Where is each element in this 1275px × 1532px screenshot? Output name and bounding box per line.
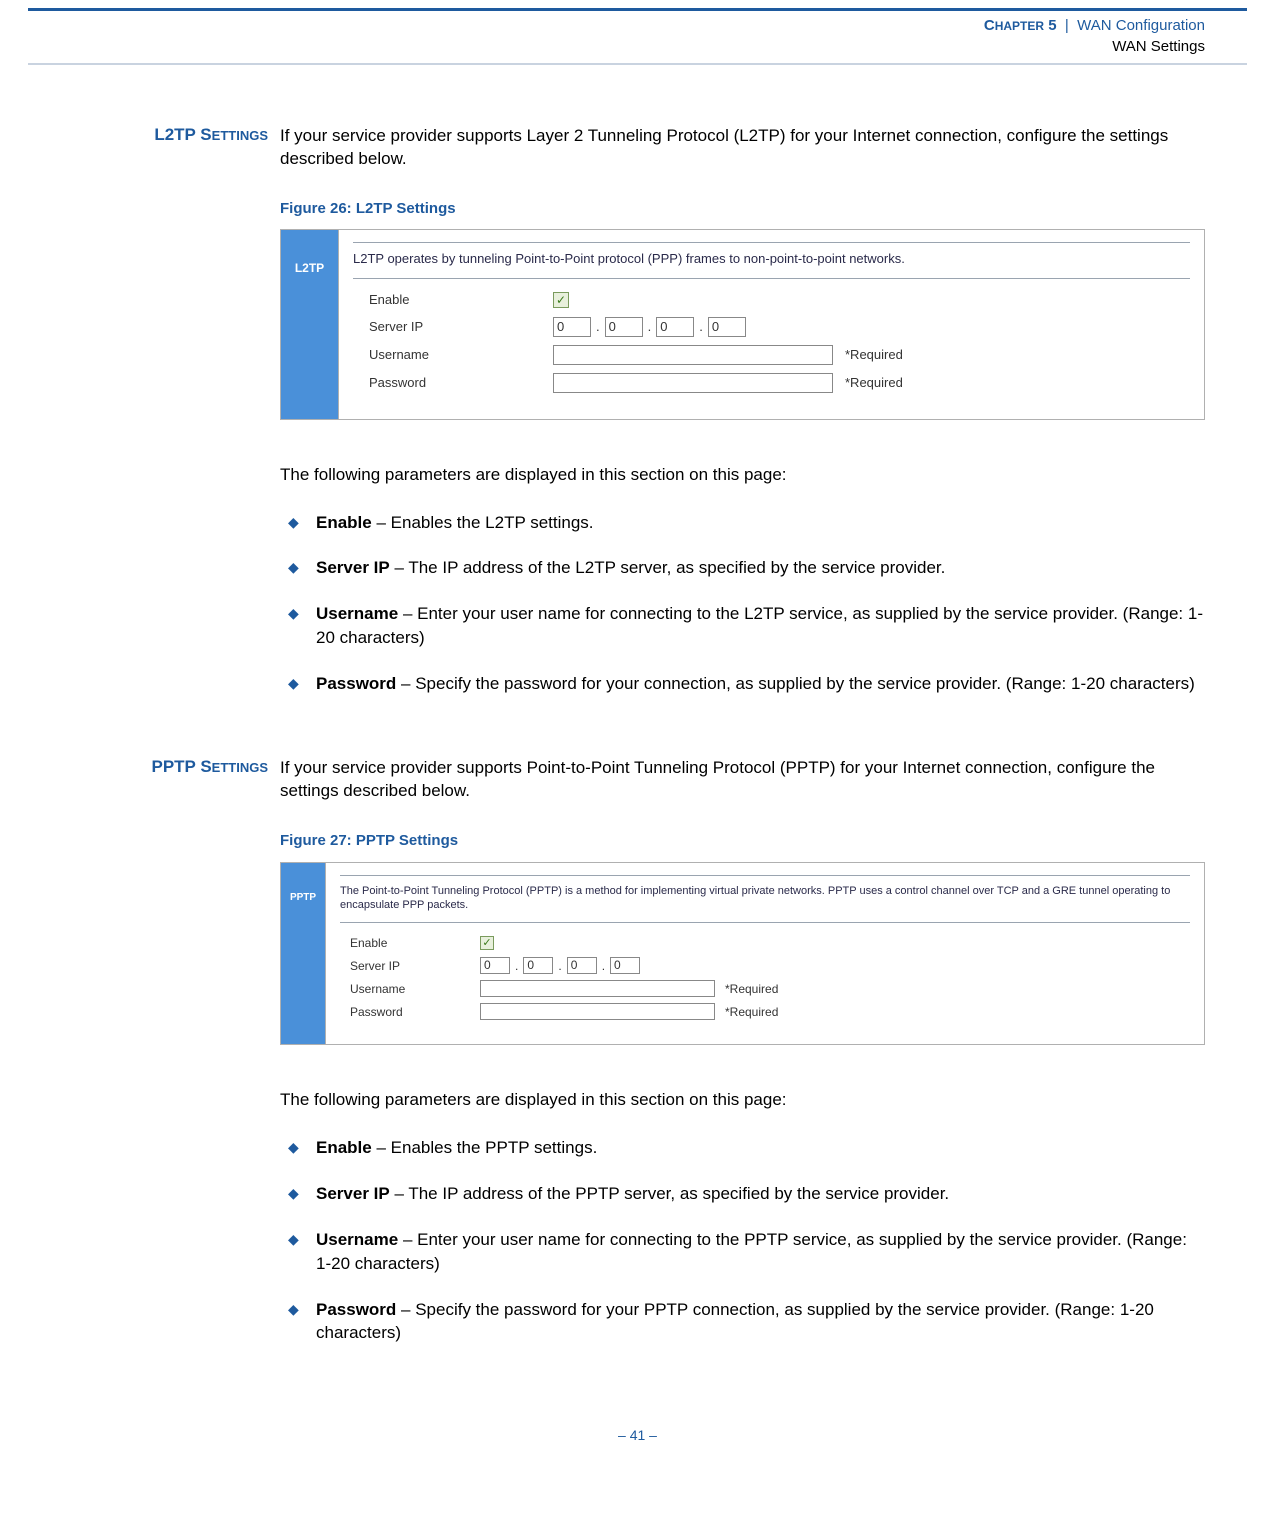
screenshot-rule-mid [353, 278, 1190, 279]
side-heading-l2tp: L2TP SETTINGS [0, 125, 280, 145]
row-enable-pptp: Enable ✓ [340, 935, 1190, 951]
params-intro-pptp: The following parameters are displayed i… [280, 1089, 1205, 1112]
screenshot-pptp: PPTP The Point-to-Point Tunneling Protoc… [280, 862, 1205, 1046]
password-required-pptp: *Required [725, 1004, 778, 1020]
term-text: – Specify the password for your connecti… [396, 674, 1194, 693]
intro-pptp: If your service provider supports Point-… [280, 757, 1205, 803]
list-item: Enable – Enables the L2TP settings. [280, 511, 1205, 535]
label-username-pptp: Username [340, 981, 480, 997]
ip-dot: . [557, 958, 562, 974]
enable-checkbox-l2tp[interactable]: ✓ [553, 292, 569, 308]
screenshot-main-pptp: The Point-to-Point Tunneling Protocol (P… [326, 863, 1204, 1045]
ip-octet-2-l2tp[interactable]: 0 [605, 317, 643, 337]
term: Server IP [316, 1184, 390, 1203]
figure-caption-pptp: Figure 27: PPTP Settings [280, 831, 1205, 851]
ip-octet-3-l2tp[interactable]: 0 [656, 317, 694, 337]
side-heading-pptp: PPTP SETTINGS [0, 757, 280, 777]
list-item: Server IP – The IP address of the PPTP s… [280, 1182, 1205, 1206]
ip-octet-3-pptp[interactable]: 0 [567, 957, 597, 974]
list-item: Username – Enter your user name for conn… [280, 602, 1205, 650]
page-header: CHAPTER 5 | WAN Configuration WAN Settin… [0, 15, 1205, 57]
ip-dot: . [601, 958, 606, 974]
label-password-pptp: Password [340, 1004, 480, 1020]
screenshot-rule-top [353, 242, 1190, 243]
term-text: – Specify the password for your PPTP con… [316, 1300, 1154, 1343]
username-required-pptp: *Required [725, 981, 778, 997]
term-text: – The IP address of the L2TP server, as … [390, 558, 946, 577]
screenshot-rule-mid [340, 922, 1190, 923]
params-intro-l2tp: The following parameters are displayed i… [280, 464, 1205, 487]
username-input-l2tp[interactable] [553, 345, 833, 365]
row-serverip-pptp: Server IP 0. 0. 0. 0 [340, 957, 1190, 974]
body-l2tp: If your service provider supports Layer … [280, 125, 1205, 717]
row-enable-l2tp: Enable ✓ [353, 291, 1190, 309]
header-separator: | [1065, 17, 1069, 34]
header-top-rule [28, 8, 1247, 11]
row-serverip-l2tp: Server IP 0. 0. 0. 0 [353, 317, 1190, 337]
screenshot-side-label-pptp: PPTP [281, 863, 326, 1045]
page-content: L2TP SETTINGS If your service provider s… [0, 125, 1205, 1367]
term: Username [316, 604, 398, 623]
username-input-pptp[interactable] [480, 980, 715, 997]
screenshot-l2tp: L2TP L2TP operates by tunneling Point-to… [280, 229, 1205, 419]
term-text: – Enter your user name for connecting to… [316, 1230, 1187, 1273]
header-sub-rule [28, 63, 1247, 65]
screenshot-desc-l2tp: L2TP operates by tunneling Point-to-Poin… [353, 251, 1190, 268]
term-text: – Enables the PPTP settings. [372, 1138, 598, 1157]
ip-dot: . [698, 318, 704, 336]
row-password-l2tp: Password *Required [353, 373, 1190, 393]
term: Enable [316, 1138, 372, 1157]
ip-octet-1-l2tp[interactable]: 0 [553, 317, 591, 337]
label-username-l2tp: Username [353, 346, 553, 364]
header-title: WAN Configuration [1077, 17, 1205, 34]
label-serverip-pptp: Server IP [340, 958, 480, 974]
screenshot-side-label-l2tp: L2TP [281, 230, 339, 418]
term: Password [316, 1300, 396, 1319]
list-item: Enable – Enables the PPTP settings. [280, 1136, 1205, 1160]
screenshot-rule-top [340, 875, 1190, 876]
password-input-pptp[interactable] [480, 1003, 715, 1020]
list-item: Password – Specify the password for your… [280, 672, 1205, 696]
ip-dot: . [647, 318, 653, 336]
section-l2tp: L2TP SETTINGS If your service provider s… [0, 125, 1205, 717]
list-item: Username – Enter your user name for conn… [280, 1228, 1205, 1276]
label-password-l2tp: Password [353, 374, 553, 392]
body-pptp: If your service provider supports Point-… [280, 757, 1205, 1367]
ip-octet-2-pptp[interactable]: 0 [523, 957, 553, 974]
param-list-pptp: Enable – Enables the PPTP settings. Serv… [280, 1136, 1205, 1345]
term-text: – Enables the L2TP settings. [372, 513, 594, 532]
header-subtitle: WAN Settings [1112, 38, 1205, 55]
screenshot-desc-pptp: The Point-to-Point Tunneling Protocol (P… [340, 884, 1190, 913]
ip-dot: . [514, 958, 519, 974]
list-item: Server IP – The IP address of the L2TP s… [280, 556, 1205, 580]
term: Server IP [316, 558, 390, 577]
row-username-pptp: Username *Required [340, 980, 1190, 997]
term: Enable [316, 513, 372, 532]
label-enable-l2tp: Enable [353, 291, 553, 309]
figure-caption-l2tp: Figure 26: L2TP Settings [280, 199, 1205, 219]
list-item: Password – Specify the password for your… [280, 1298, 1205, 1346]
row-username-l2tp: Username *Required [353, 345, 1190, 365]
term-text: – Enter your user name for connecting to… [316, 604, 1203, 647]
screenshot-main-l2tp: L2TP operates by tunneling Point-to-Poin… [339, 230, 1204, 418]
enable-checkbox-pptp[interactable]: ✓ [480, 936, 494, 950]
password-input-l2tp[interactable] [553, 373, 833, 393]
username-required-l2tp: *Required [845, 346, 903, 364]
term-text: – The IP address of the PPTP server, as … [390, 1184, 949, 1203]
label-enable-pptp: Enable [340, 935, 480, 951]
ip-dot: . [595, 318, 601, 336]
ip-octet-4-pptp[interactable]: 0 [610, 957, 640, 974]
section-pptp: PPTP SETTINGS If your service provider s… [0, 757, 1205, 1367]
row-password-pptp: Password *Required [340, 1003, 1190, 1020]
password-required-l2tp: *Required [845, 374, 903, 392]
chapter-label: CHAPTER 5 [984, 17, 1057, 34]
label-serverip-l2tp: Server IP [353, 318, 553, 336]
term: Password [316, 674, 396, 693]
ip-octet-1-pptp[interactable]: 0 [480, 957, 510, 974]
param-list-l2tp: Enable – Enables the L2TP settings. Serv… [280, 511, 1205, 696]
ip-octet-4-l2tp[interactable]: 0 [708, 317, 746, 337]
term: Username [316, 1230, 398, 1249]
page-footer: – 41 – [0, 1427, 1275, 1467]
intro-l2tp: If your service provider supports Layer … [280, 125, 1205, 171]
